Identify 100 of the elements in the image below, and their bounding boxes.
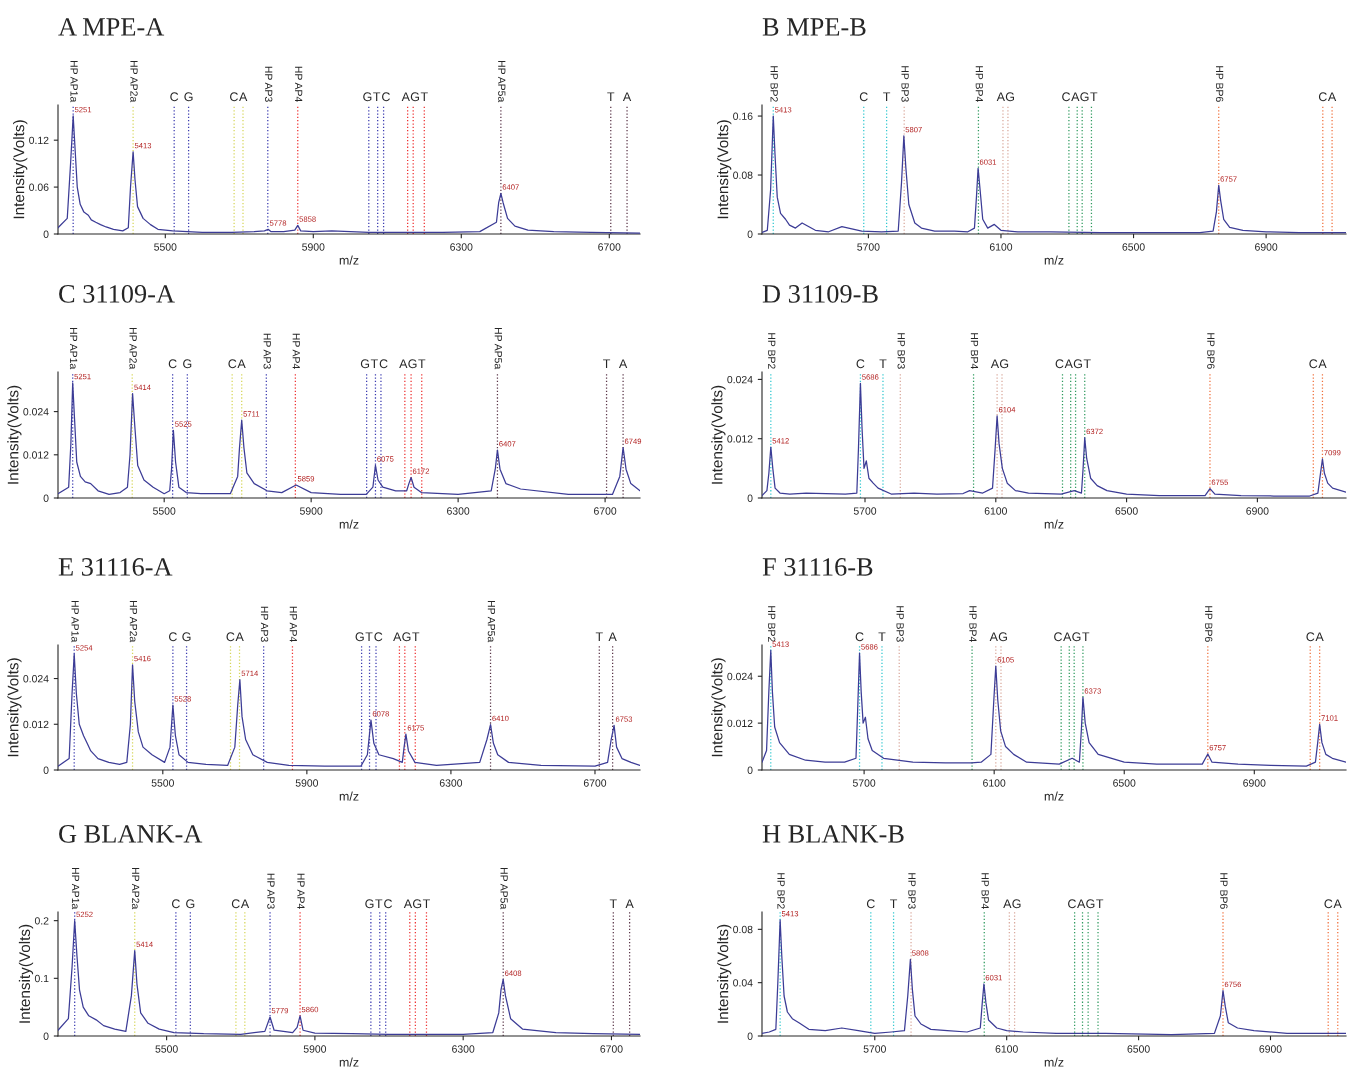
y-tick-label: 0.12 <box>29 136 49 145</box>
ref-line-label: C <box>856 359 865 369</box>
ref-line-label: G <box>1012 899 1021 909</box>
x-tick-label: 6100 <box>983 779 1006 787</box>
ref-line-label: T <box>1096 899 1104 909</box>
y-axis-title: Intensity(Volts) <box>717 924 732 1023</box>
ref-line-label: HP AP5a <box>498 60 506 103</box>
ref-line-label: HP BP2 <box>768 606 776 642</box>
x-tick-label: 6100 <box>989 243 1013 251</box>
ref-line-label: HP AP2a <box>130 60 138 103</box>
x-tick-label: 6700 <box>598 243 621 251</box>
ref-line-label: HP BP3 <box>897 333 905 369</box>
ref-line-label: G <box>365 899 374 909</box>
ref-line-label: HP BP4 <box>970 333 979 369</box>
x-tick-label: 6300 <box>450 243 473 251</box>
x-tick-label: 5500 <box>155 1045 178 1053</box>
y-tick-label: 0 <box>747 1032 753 1040</box>
ref-line-label: A <box>240 899 250 909</box>
ref-line-label: C <box>866 899 875 909</box>
ref-line-label: HP BP6 <box>1220 873 1228 909</box>
y-tick-label: 0 <box>43 230 49 238</box>
ref-line-label: HP AP1a <box>71 867 80 910</box>
y-tick-label: 0.012 <box>727 435 753 443</box>
x-axis-title: m/z <box>1044 255 1064 265</box>
ref-line-label: A <box>1327 92 1337 102</box>
ref-line-label: A <box>239 92 248 102</box>
ref-line-label: A <box>399 359 408 369</box>
chart-title: E 31116-A <box>58 558 173 576</box>
ref-line-label: T <box>1083 359 1091 369</box>
ref-line-label: A <box>393 632 402 642</box>
ref-line-label: A <box>608 632 617 642</box>
ref-line-label: C <box>379 359 388 369</box>
ref-line-label: A <box>990 359 1000 369</box>
x-tick-label: 6500 <box>1122 243 1145 251</box>
ref-line-label: T <box>595 632 603 642</box>
y-axis-title: Intensity(Volts) <box>7 385 22 484</box>
chart-title: H BLANK-B <box>762 825 904 843</box>
ref-line-label: C <box>1054 632 1063 642</box>
ref-line-label: A <box>1064 359 1073 369</box>
ref-line-label: HP AP5a <box>500 867 508 910</box>
ref-line-label: T <box>1082 632 1090 642</box>
ref-line-label: T <box>422 899 430 909</box>
ref-line-label: A <box>996 92 1005 102</box>
ref-line-label: T <box>883 92 891 102</box>
ref-line-label: A <box>625 899 634 909</box>
chart-title: D 31109-B <box>762 285 878 303</box>
x-tick-label: 5900 <box>302 243 325 251</box>
ref-line-label: HP AP3 <box>264 66 273 102</box>
ref-line-label: HP AP4 <box>289 606 297 642</box>
ref-line-label: T <box>890 899 898 909</box>
x-tick-label: 6900 <box>1243 779 1266 787</box>
x-tick-label: 6100 <box>984 507 1007 515</box>
ref-line-label: HP AP4 <box>295 66 303 102</box>
x-tick-label: 5900 <box>303 1045 327 1053</box>
ref-line-label: T <box>879 359 887 369</box>
x-tick-label: 6500 <box>1113 779 1136 787</box>
y-axis-title: Intensity(Volts) <box>717 120 732 219</box>
x-tick-label: 6700 <box>600 1045 623 1053</box>
ref-line-label: HP BP2 <box>770 66 778 102</box>
ref-line-label: C <box>1068 899 1076 909</box>
ref-line-label: C <box>169 632 177 642</box>
ref-line-label: HP BP6 <box>1215 66 1224 102</box>
ref-line-label: G <box>402 632 411 642</box>
ref-line-label: T <box>1090 92 1098 102</box>
ref-line-label: C <box>226 632 235 642</box>
ref-line-label: HP BP3 <box>896 606 904 642</box>
chart-title: B MPE-B <box>762 18 866 36</box>
ref-line-label: T <box>418 359 426 369</box>
ref-line-label: G <box>363 92 372 102</box>
x-tick-label: 5900 <box>299 507 323 515</box>
line-series <box>762 649 1346 767</box>
x-axis-title: m/z <box>339 255 359 265</box>
ref-line-label: A <box>403 899 413 909</box>
ref-line-label: T <box>420 92 428 102</box>
ref-line-label: G <box>355 632 364 642</box>
y-axis-title: Intensity(Volts) <box>711 385 726 484</box>
ref-line-label: T <box>370 359 378 369</box>
ref-line-label: HP AP1a <box>70 60 78 103</box>
x-tick-label: 6100 <box>995 1045 1018 1053</box>
y-tick-label: 0.1 <box>34 974 49 983</box>
x-tick-label: 6900 <box>1259 1045 1282 1053</box>
y-tick-label: 0.012 <box>727 719 753 727</box>
ref-line-label: G <box>1073 359 1082 369</box>
x-tick-label: 6900 <box>1255 243 1278 251</box>
ref-line-label: A <box>1315 632 1324 642</box>
ref-line-label: C <box>170 92 179 102</box>
y-tick-label: 0 <box>747 230 753 238</box>
ref-line-label: HP BP6 <box>1207 333 1215 369</box>
ref-line-label: G <box>186 899 195 909</box>
x-tick-label: 6500 <box>1115 507 1138 515</box>
line-series <box>58 653 640 767</box>
ref-line-label: C <box>1318 92 1327 102</box>
ref-line-label: HP BP3 <box>901 66 909 102</box>
ref-line-label: A <box>1071 92 1080 102</box>
ref-line-label: HP AP4 <box>292 333 300 369</box>
x-axis-title: m/z <box>1044 791 1064 801</box>
y-tick-label: 0.2 <box>34 917 49 925</box>
x-tick-label: 5500 <box>151 779 174 787</box>
y-tick-label: 0.024 <box>23 675 49 683</box>
ref-line-label: A <box>401 92 410 102</box>
